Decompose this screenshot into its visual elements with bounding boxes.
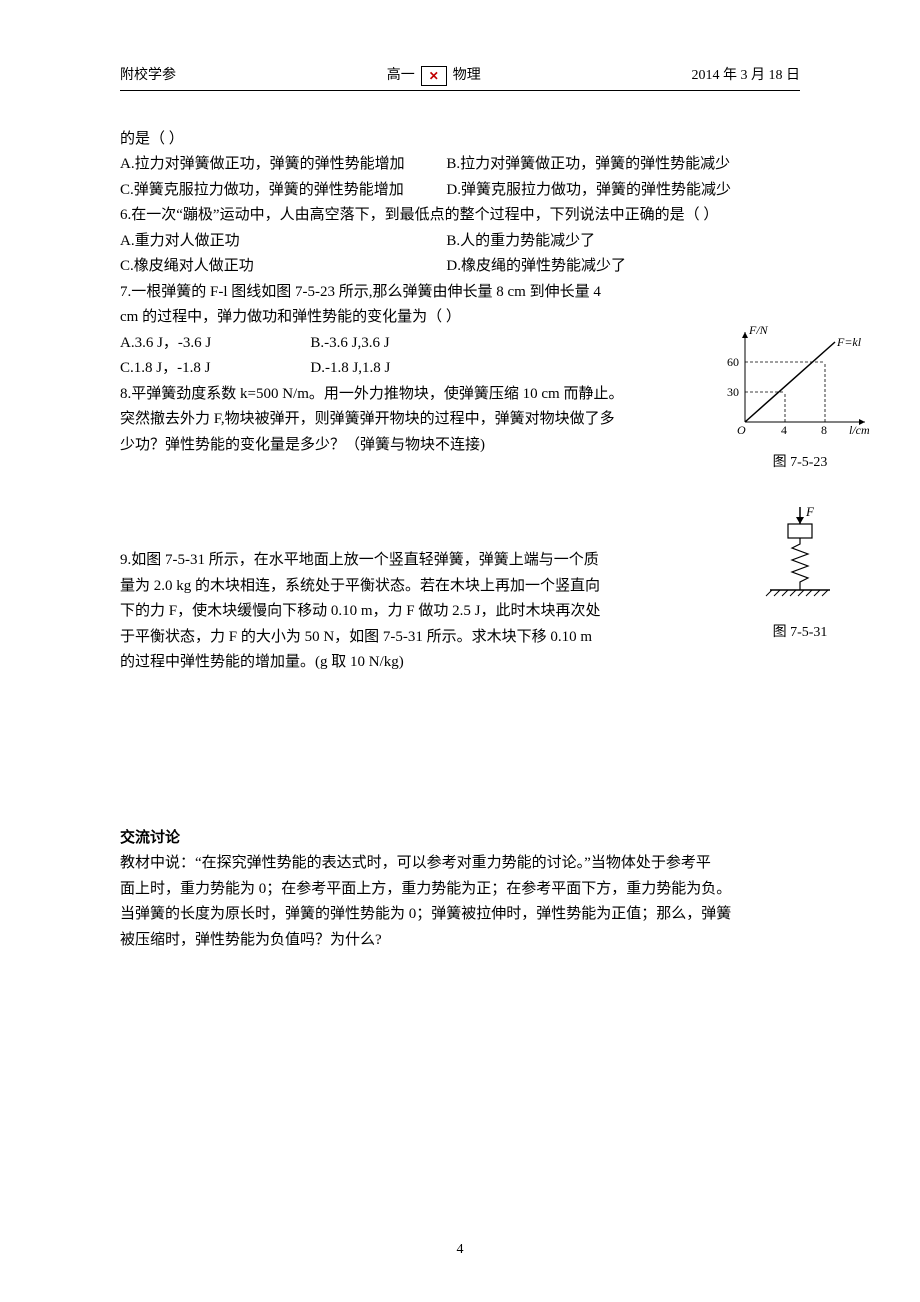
ytick-60: 60 bbox=[727, 355, 739, 369]
q9-l1: 9.如图 7-5-31 所示，在水平地面上放一个竖直轻弹簧，弹簧上端与一个质 bbox=[120, 548, 660, 574]
xtick-4: 4 bbox=[781, 423, 787, 437]
q9-l4: 于平衡状态，力 F 的大小为 50 N，如图 7-5-31 所示。求木块下移 0… bbox=[120, 625, 660, 651]
q6-a: A.重力对人做正功 bbox=[120, 229, 446, 255]
spacer bbox=[120, 458, 800, 548]
spring-svg: F bbox=[740, 502, 860, 612]
q8-l1: 8.平弹簧劲度系数 k=500 N/m。用一外力推物块，使弹簧压缩 10 cm … bbox=[120, 382, 660, 408]
xlabel: l/cm bbox=[849, 423, 870, 437]
discussion-section: 交流讨论 教材中说：“在探究弹性势能的表达式时，可以参考对重力势能的讨论。”当物… bbox=[120, 826, 800, 954]
q6-row1: A.重力对人做正功 B.人的重力势能减少了 bbox=[120, 229, 800, 255]
ylabel: F/N bbox=[748, 323, 769, 337]
discussion-p1: 教材中说：“在探究弹性势能的表达式时，可以参考对重力势能的讨论。”当物体处于参考… bbox=[120, 851, 800, 877]
figure-7-5-31-caption: 图 7-5-31 bbox=[700, 621, 900, 645]
q6-b: B.人的重力势能减少了 bbox=[446, 229, 800, 255]
option-c: C.弹簧克服拉力做功，弹簧的弹性势能增加 bbox=[120, 178, 446, 204]
q7-c: C.1.8 J，-1.8 J bbox=[120, 356, 310, 382]
header-center: 高一 ✕ 物理 bbox=[387, 64, 481, 88]
q6-c: C.橡皮绳对人做正功 bbox=[120, 254, 446, 280]
option-a: A.拉力对弹簧做正功，弹簧的弹性势能增加 bbox=[120, 152, 446, 178]
option-b: B.拉力对弹簧做正功，弹簧的弹性势能减少 bbox=[446, 152, 800, 178]
header-left: 附校学参 bbox=[120, 64, 176, 88]
force-label: F bbox=[805, 504, 815, 519]
logo-icon: ✕ bbox=[421, 66, 447, 86]
q6-stem: 6.在一次“蹦极”运动中，人由高空落下，到最低点的整个过程中，下列说法中正确的是… bbox=[120, 203, 800, 229]
q9-l3: 下的力 F，使木块缓慢向下移动 0.10 m，力 F 做功 2.5 J，此时木块… bbox=[120, 599, 660, 625]
discussion-p2: 面上时，重力势能为 0；在参考平面上方，重力势能为正；在参考平面下方，重力势能为… bbox=[120, 877, 800, 903]
q7-d: D.-1.8 J,1.8 J bbox=[310, 356, 500, 382]
origin: O bbox=[737, 423, 746, 437]
q7-stem1: 7.一根弹簧的 F-l 图线如图 7-5-23 所示,那么弹簧由伸长量 8 cm… bbox=[120, 280, 660, 306]
chart-svg: F/N F=kl 30 60 O 4 8 l/cm bbox=[715, 322, 885, 442]
page-header: 附校学参 高一 ✕ 物理 2014 年 3 月 18 日 bbox=[120, 64, 800, 91]
q7-row2: C.1.8 J，-1.8 J D.-1.8 J,1.8 J bbox=[120, 356, 800, 382]
q7-row1: A.3.6 J，-3.6 J B.-3.6 J,3.6 J bbox=[120, 331, 800, 357]
figure-7-5-31: F 图 7-5-31 bbox=[700, 502, 900, 645]
fragment-options-row2: C.弹簧克服拉力做功，弹簧的弹性势能增加 D.弹簧克服拉力做功，弹簧的弹性势能减… bbox=[120, 178, 800, 204]
page: 附校学参 高一 ✕ 物理 2014 年 3 月 18 日 的是（ ） A.拉力对… bbox=[0, 0, 920, 1302]
content: 的是（ ） A.拉力对弹簧做正功，弹簧的弹性势能增加 B.拉力对弹簧做正功，弹簧… bbox=[120, 127, 800, 954]
discussion-p4: 被压缩时，弹性势能为负值吗？为什么? bbox=[120, 928, 800, 954]
discussion-p3: 当弹簧的长度为原长时，弹簧的弹性势能为 0；弹簧被拉伸时，弹性势能为正值；那么，… bbox=[120, 902, 800, 928]
figure-7-5-23-caption: 图 7-5-23 bbox=[700, 451, 900, 475]
q6-d: D.橡皮绳的弹性势能减少了 bbox=[446, 254, 800, 280]
q9-l2: 量为 2.0 kg 的木块相连，系统处于平衡状态。若在木块上再加一个竖直向 bbox=[120, 574, 660, 600]
discussion-title: 交流讨论 bbox=[120, 826, 800, 852]
q8-l3: 少功？弹性势能的变化量是多少？（弹簧与物块不连接) bbox=[120, 433, 660, 459]
fragment-stem: 的是（ ） bbox=[120, 127, 800, 153]
q7-a: A.3.6 J，-3.6 J bbox=[120, 331, 310, 357]
q9-l5: 的过程中弹性势能的增加量。(g 取 10 N/kg) bbox=[120, 650, 660, 676]
header-date: 2014 年 3 月 18 日 bbox=[692, 64, 801, 88]
xtick-8: 8 bbox=[821, 423, 827, 437]
header-subject: 物理 bbox=[453, 64, 481, 88]
page-number: 4 bbox=[0, 1238, 920, 1262]
header-grade: 高一 bbox=[387, 64, 415, 88]
ytick-30: 30 bbox=[727, 385, 739, 399]
q8-l2: 突然撤去外力 F,物块被弹开，则弹簧弹开物块的过程中，弹簧对物块做了多 bbox=[120, 407, 660, 433]
q7-b: B.-3.6 J,3.6 J bbox=[310, 331, 500, 357]
fragment-options-row1: A.拉力对弹簧做正功，弹簧的弹性势能增加 B.拉力对弹簧做正功，弹簧的弹性势能减… bbox=[120, 152, 800, 178]
line-label: F=kl bbox=[836, 335, 862, 349]
figure-7-5-23: F/N F=kl 30 60 O 4 8 l/cm 图 7-5-23 bbox=[700, 322, 900, 475]
q7-stem2: cm 的过程中，弹力做功和弹性势能的变化量为（ ） bbox=[120, 305, 660, 331]
option-d: D.弹簧克服拉力做功，弹簧的弹性势能减少 bbox=[446, 178, 800, 204]
q6-row2: C.橡皮绳对人做正功 D.橡皮绳的弹性势能减少了 bbox=[120, 254, 800, 280]
